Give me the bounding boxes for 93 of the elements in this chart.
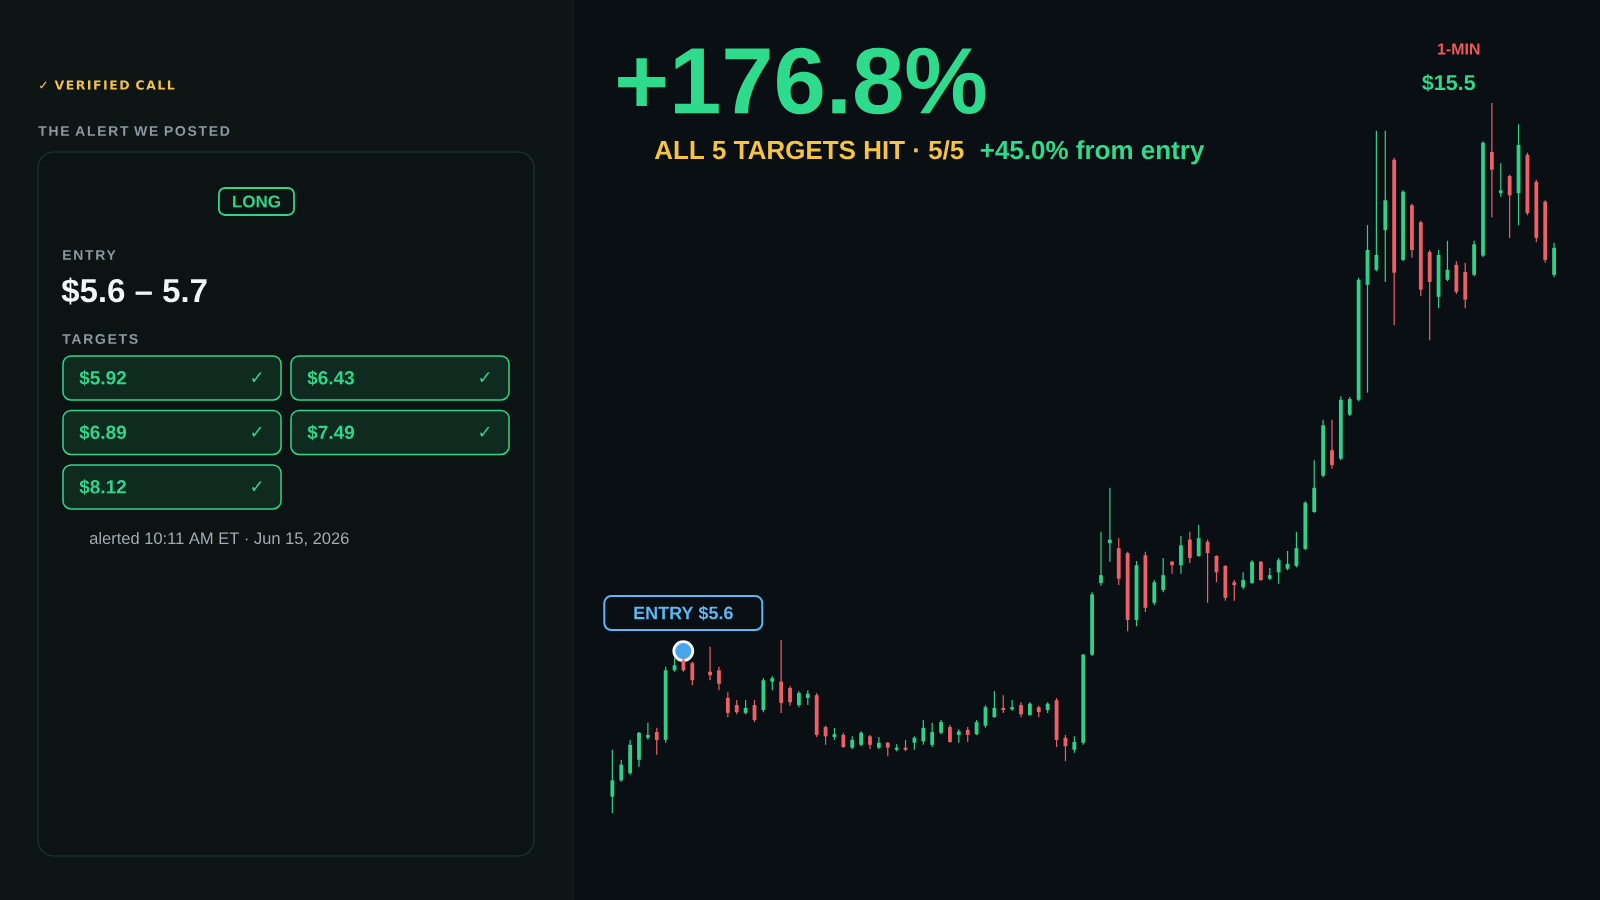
text: $7.49 [307, 424, 355, 441]
candlestick [1330, 419, 1334, 470]
candlestick [1418, 220, 1423, 297]
candlestick [1489, 102, 1494, 218]
candlestick [1436, 249, 1441, 309]
candlestick [645, 722, 650, 741]
candlestick [1534, 179, 1539, 243]
candlestick [1241, 571, 1246, 590]
candlestick [1081, 653, 1086, 746]
candlestick [690, 661, 695, 686]
text: TARGETS [62, 334, 138, 344]
candlestick [983, 704, 988, 729]
candlestick [1507, 174, 1512, 239]
candlestick [1116, 537, 1121, 586]
text: ✓ [252, 426, 262, 437]
candlestick [1498, 162, 1503, 198]
candlestick [1392, 157, 1397, 326]
candlestick [1410, 203, 1414, 259]
text: $15.5 [1422, 74, 1476, 92]
candlestick [1338, 395, 1343, 461]
candlestick [1516, 123, 1521, 226]
text: $6.89 [79, 424, 127, 441]
candlestick [1525, 152, 1530, 216]
candlestick [992, 690, 997, 719]
candlestick [779, 639, 784, 714]
text: ✓ VERIFIED CALL [40, 80, 175, 90]
candlestick [1099, 531, 1103, 587]
text: alerted 10:11 AM ET · Jun 15, 2026 [89, 531, 349, 547]
text: ✓ [252, 372, 262, 382]
candlestick [1125, 551, 1130, 632]
candlestick [1552, 242, 1556, 278]
candlestick [1481, 140, 1485, 258]
candlestick [814, 692, 819, 738]
candlestick [1374, 130, 1379, 272]
candlestick [663, 666, 668, 744]
candlestick [1303, 500, 1308, 551]
candlestick [1321, 419, 1325, 478]
candlestick [1401, 189, 1405, 262]
candlestick [708, 646, 712, 681]
candlestick [1179, 535, 1183, 575]
candlestick [1152, 579, 1157, 606]
candlestick [1383, 130, 1388, 283]
candlestick [1259, 560, 1263, 582]
candlestick [619, 759, 624, 783]
text: LONG [233, 195, 280, 208]
candlestick [761, 677, 766, 713]
candlestick [1134, 560, 1139, 627]
candlestick [1312, 459, 1317, 514]
candlestick [1090, 591, 1094, 657]
candlestick [1347, 396, 1352, 417]
candlestick [1054, 697, 1059, 748]
text: ✓ [252, 481, 262, 491]
text: ALL 5 TARGETS HIT · 5/5 [654, 140, 964, 160]
candlestick [1250, 559, 1254, 585]
annotation: +45.0% from entry [980, 140, 1205, 165]
text: $8.12 [79, 479, 126, 495]
candlestick [788, 685, 792, 707]
candlestick [1010, 699, 1015, 712]
text: ENTRY [63, 250, 116, 260]
text: THE ALERT WE POSTED [38, 126, 230, 136]
candlestick [725, 691, 730, 718]
candlestick [1356, 277, 1361, 402]
candlestick [1365, 224, 1370, 394]
candlestick [1427, 249, 1432, 341]
candlestick [1161, 557, 1166, 593]
candlestick [654, 727, 659, 756]
text: $6.43 [307, 370, 355, 386]
candlestick [1223, 564, 1228, 602]
candlestick [921, 719, 926, 746]
candlestick [1463, 262, 1468, 309]
text: ✓ [480, 372, 490, 382]
candlestick [1170, 560, 1174, 575]
candlestick [1454, 260, 1459, 295]
text: ✓ [480, 426, 490, 437]
candlestick [1107, 487, 1112, 563]
candlestick [637, 731, 641, 768]
text: $5.92 [79, 370, 126, 386]
candlestick [1276, 557, 1281, 585]
candlestick [1187, 531, 1192, 564]
candlestick [610, 749, 615, 814]
candlestick [1196, 524, 1201, 558]
candlestick [1543, 199, 1548, 264]
candlestick [876, 736, 881, 750]
text: 1-MIN [1437, 43, 1480, 55]
candlestick [930, 722, 935, 748]
candlestick [1472, 240, 1477, 277]
annotation: ENTRY $5.6 [634, 605, 733, 621]
candlestick [628, 739, 633, 776]
chart-title: +176.8% [618, 47, 986, 115]
text: $5.6 – 5.7 [61, 277, 207, 305]
candlestick [1232, 579, 1237, 602]
candlestick [1143, 551, 1148, 613]
candlestick [717, 666, 721, 691]
